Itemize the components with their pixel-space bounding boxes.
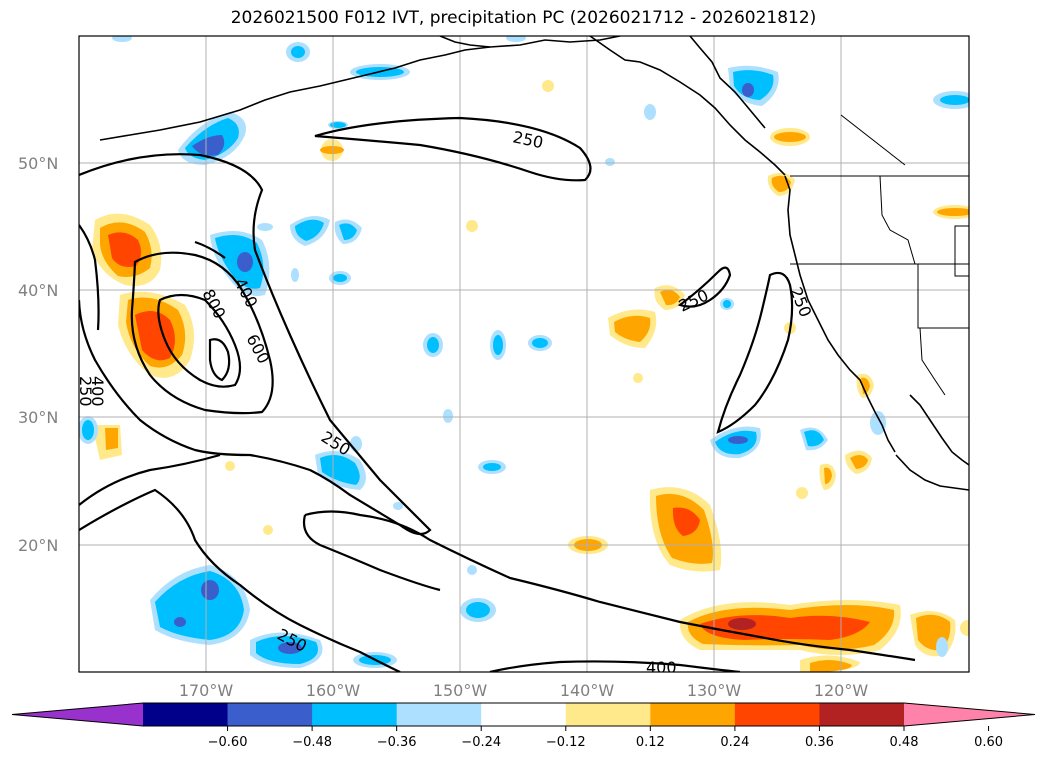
- colorbar-segment: [481, 703, 567, 726]
- lat-label: 40°N: [18, 281, 58, 300]
- colorbar-tick-label: −0.12: [546, 735, 586, 750]
- colorbar-segment: [819, 703, 905, 726]
- colorbar-segment: [227, 703, 313, 726]
- lon-label: 120°W: [814, 681, 869, 700]
- lon-label: 130°W: [687, 681, 742, 700]
- colorbar: −0.60 −0.48 −0.36 −0.24 −0.12 0.12 0.24 0.36 0.4…: [11, 702, 1036, 750]
- colorbar-tick-label: 0.12: [636, 735, 665, 750]
- lon-label: 140°W: [560, 681, 615, 700]
- colorbar-segment: [312, 703, 398, 726]
- colorbar-segment: [565, 703, 651, 726]
- colorbar-tick-label: −0.24: [461, 735, 501, 750]
- colorbar-segment: [143, 703, 229, 726]
- ivt-contours: [79, 116, 916, 672]
- colorbar-tick-label: 0.48: [890, 735, 919, 750]
- colorbar-tick-label: 0.60: [974, 735, 1003, 750]
- colorbar-tick-label: −0.36: [377, 735, 417, 750]
- contour-label: 400: [88, 376, 107, 407]
- colorbar-tick-label: −0.60: [208, 735, 248, 750]
- map-frame: [78, 35, 970, 673]
- colorbar-tick-label: 0.24: [720, 735, 749, 750]
- colorbar-tick-label: 0.36: [805, 735, 834, 750]
- lat-label: 20°N: [18, 536, 58, 555]
- coastlines: [99, 36, 969, 491]
- lat-label: 50°N: [18, 154, 58, 173]
- lat-label: 30°N: [18, 408, 58, 427]
- colorbar-tick-label: −0.48: [292, 735, 332, 750]
- colorbar-segment: [734, 703, 820, 726]
- colorbar-extend-low: [12, 703, 143, 726]
- contour-label: 250: [76, 376, 95, 407]
- longitude-labels: 170°W 160°W 150°W 140°W 130°W 120°W: [179, 681, 869, 700]
- state-borders: [790, 114, 969, 396]
- colorbar-outline: [11, 702, 1036, 727]
- precip-negative-fields: [79, 36, 969, 668]
- colorbar-extend-high: [904, 703, 1035, 726]
- lon-label: 150°W: [433, 681, 488, 700]
- contour-label: 400: [646, 658, 677, 677]
- graticule: [79, 36, 969, 672]
- colorbar-segment: [650, 703, 736, 726]
- colorbar-segment: [396, 703, 482, 726]
- latitude-labels: 50°N 40°N 30°N 20°N: [18, 154, 58, 555]
- lon-label: 170°W: [179, 681, 234, 700]
- map-title: 2026021500 F012 IVT, precipitation PC (2…: [230, 8, 817, 28]
- lon-label: 160°W: [306, 681, 361, 700]
